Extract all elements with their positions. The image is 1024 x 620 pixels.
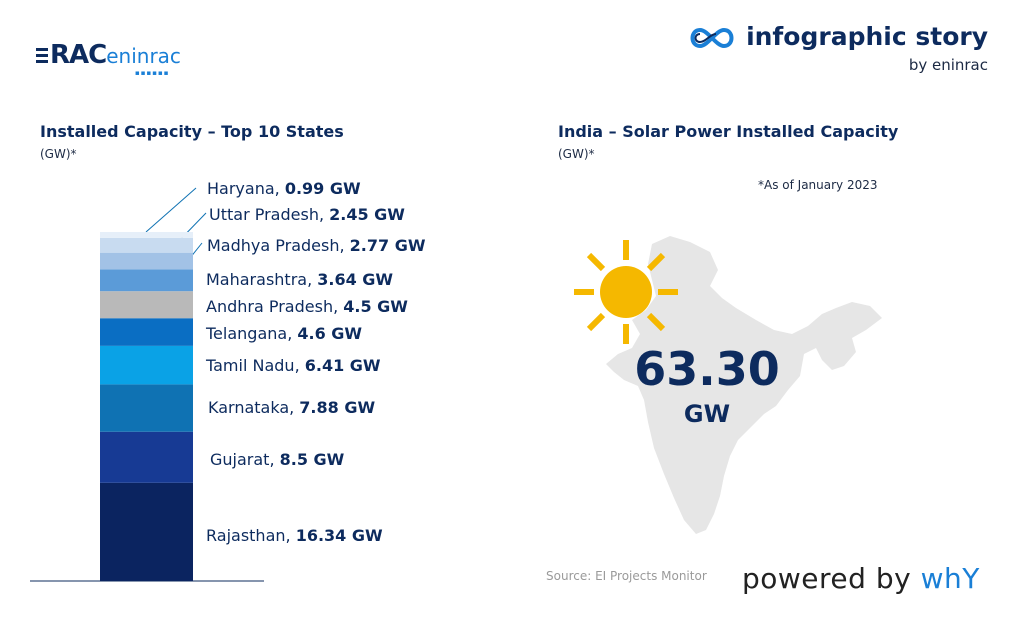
bar-segment-maharashtra <box>100 269 193 292</box>
eninrac-logo: RACeninrac ▪▪▪▪▪▪ <box>36 40 181 77</box>
source-text: Source: EI Projects Monitor <box>546 569 707 583</box>
powered-by-text: powered by <box>742 562 921 595</box>
india-map <box>574 236 882 534</box>
brand-by: by eninrac <box>908 56 988 74</box>
left-chart-title: Installed Capacity – Top 10 States <box>40 122 344 141</box>
state-name: Maharashtra, <box>206 270 318 289</box>
bar-segment-uttar-pradesh <box>100 237 193 253</box>
bar-segment-andhra-pradesh <box>100 291 193 319</box>
label-gujarat: Gujarat, 8.5 GW <box>210 450 344 469</box>
as-of-note: *As of January 2023 <box>758 178 878 192</box>
left-chart-unit: (GW)* <box>40 147 77 161</box>
state-value: 7.88 GW <box>299 398 376 417</box>
state-value: 0.99 GW <box>284 179 361 198</box>
label-karnataka: Karnataka, 7.88 GW <box>208 398 375 417</box>
powered-by: powered by whY <box>742 562 980 595</box>
state-name: Gujarat, <box>210 450 280 469</box>
india-map-shape <box>606 236 882 534</box>
total-capacity-value: 63.30 <box>634 342 780 396</box>
bar-segment-madhya-pradesh <box>100 252 193 270</box>
right-chart-unit: (GW)* <box>558 147 595 161</box>
leader-line-haryana <box>145 187 197 233</box>
brand-block: infographic story by eninrac <box>690 22 988 74</box>
bar-segment-tamil-nadu <box>100 345 193 385</box>
state-value: 4.5 GW <box>343 297 408 316</box>
bar-segment-karnataka <box>100 384 193 432</box>
right-section-heading: India – Solar Power Installed Capacity (… <box>558 122 898 161</box>
label-tamil-nadu: Tamil Nadu, 6.41 GW <box>206 356 381 375</box>
stacked-bar-chart <box>30 187 264 582</box>
label-uttar-pradesh: Uttar Pradesh, 2.45 GW <box>209 205 405 224</box>
logo-dots: ▪▪▪▪▪▪ <box>135 69 170 77</box>
state-name: Madhya Pradesh, <box>207 236 350 255</box>
state-name: Rajasthan, <box>206 526 296 545</box>
bar-segment-rajasthan <box>100 482 193 581</box>
state-value: 3.64 GW <box>317 270 394 289</box>
bar-segment-telangana <box>100 318 193 346</box>
state-name: Uttar Pradesh, <box>209 205 330 224</box>
state-value: 2.77 GW <box>349 236 426 255</box>
why-brand: whY <box>920 562 980 595</box>
state-value: 16.34 GW <box>295 526 383 545</box>
logo-rac-text: RAC <box>50 40 107 70</box>
label-telangana: Telangana, 4.6 GW <box>206 324 362 343</box>
sun-icon <box>574 240 678 344</box>
label-maharashtra: Maharashtra, 3.64 GW <box>206 270 393 289</box>
logo-bars-icon <box>36 48 48 63</box>
state-value: 8.5 GW <box>279 450 345 469</box>
right-chart-title: India – Solar Power Installed Capacity <box>558 122 899 141</box>
left-section-heading: Installed Capacity – Top 10 States (GW)* <box>40 122 344 161</box>
infinity-icon <box>690 27 734 49</box>
label-rajasthan: Rajasthan, 16.34 GW <box>206 526 383 545</box>
logo-eninrac-text: eninrac <box>106 44 181 68</box>
bar-segment-gujarat <box>100 431 193 483</box>
state-value: 2.45 GW <box>329 205 405 224</box>
label-madhya-pradesh: Madhya Pradesh, 2.77 GW <box>207 236 426 255</box>
label-andhra-pradesh: Andhra Pradesh, 4.5 GW <box>206 297 408 316</box>
state-name: Karnataka, <box>208 398 300 417</box>
state-name: Tamil Nadu, <box>206 356 305 375</box>
state-name: Telangana, <box>206 324 298 343</box>
state-value: 4.6 GW <box>297 324 363 343</box>
label-haryana: Haryana, 0.99 GW <box>207 179 361 198</box>
total-capacity-unit: GW <box>683 400 731 428</box>
state-name: Andhra Pradesh, <box>206 297 344 316</box>
brand-name: infographic story <box>746 22 988 51</box>
bar-segment-haryana <box>100 232 193 238</box>
state-value: 6.41 GW <box>304 356 381 375</box>
state-name: Haryana, <box>207 179 285 198</box>
